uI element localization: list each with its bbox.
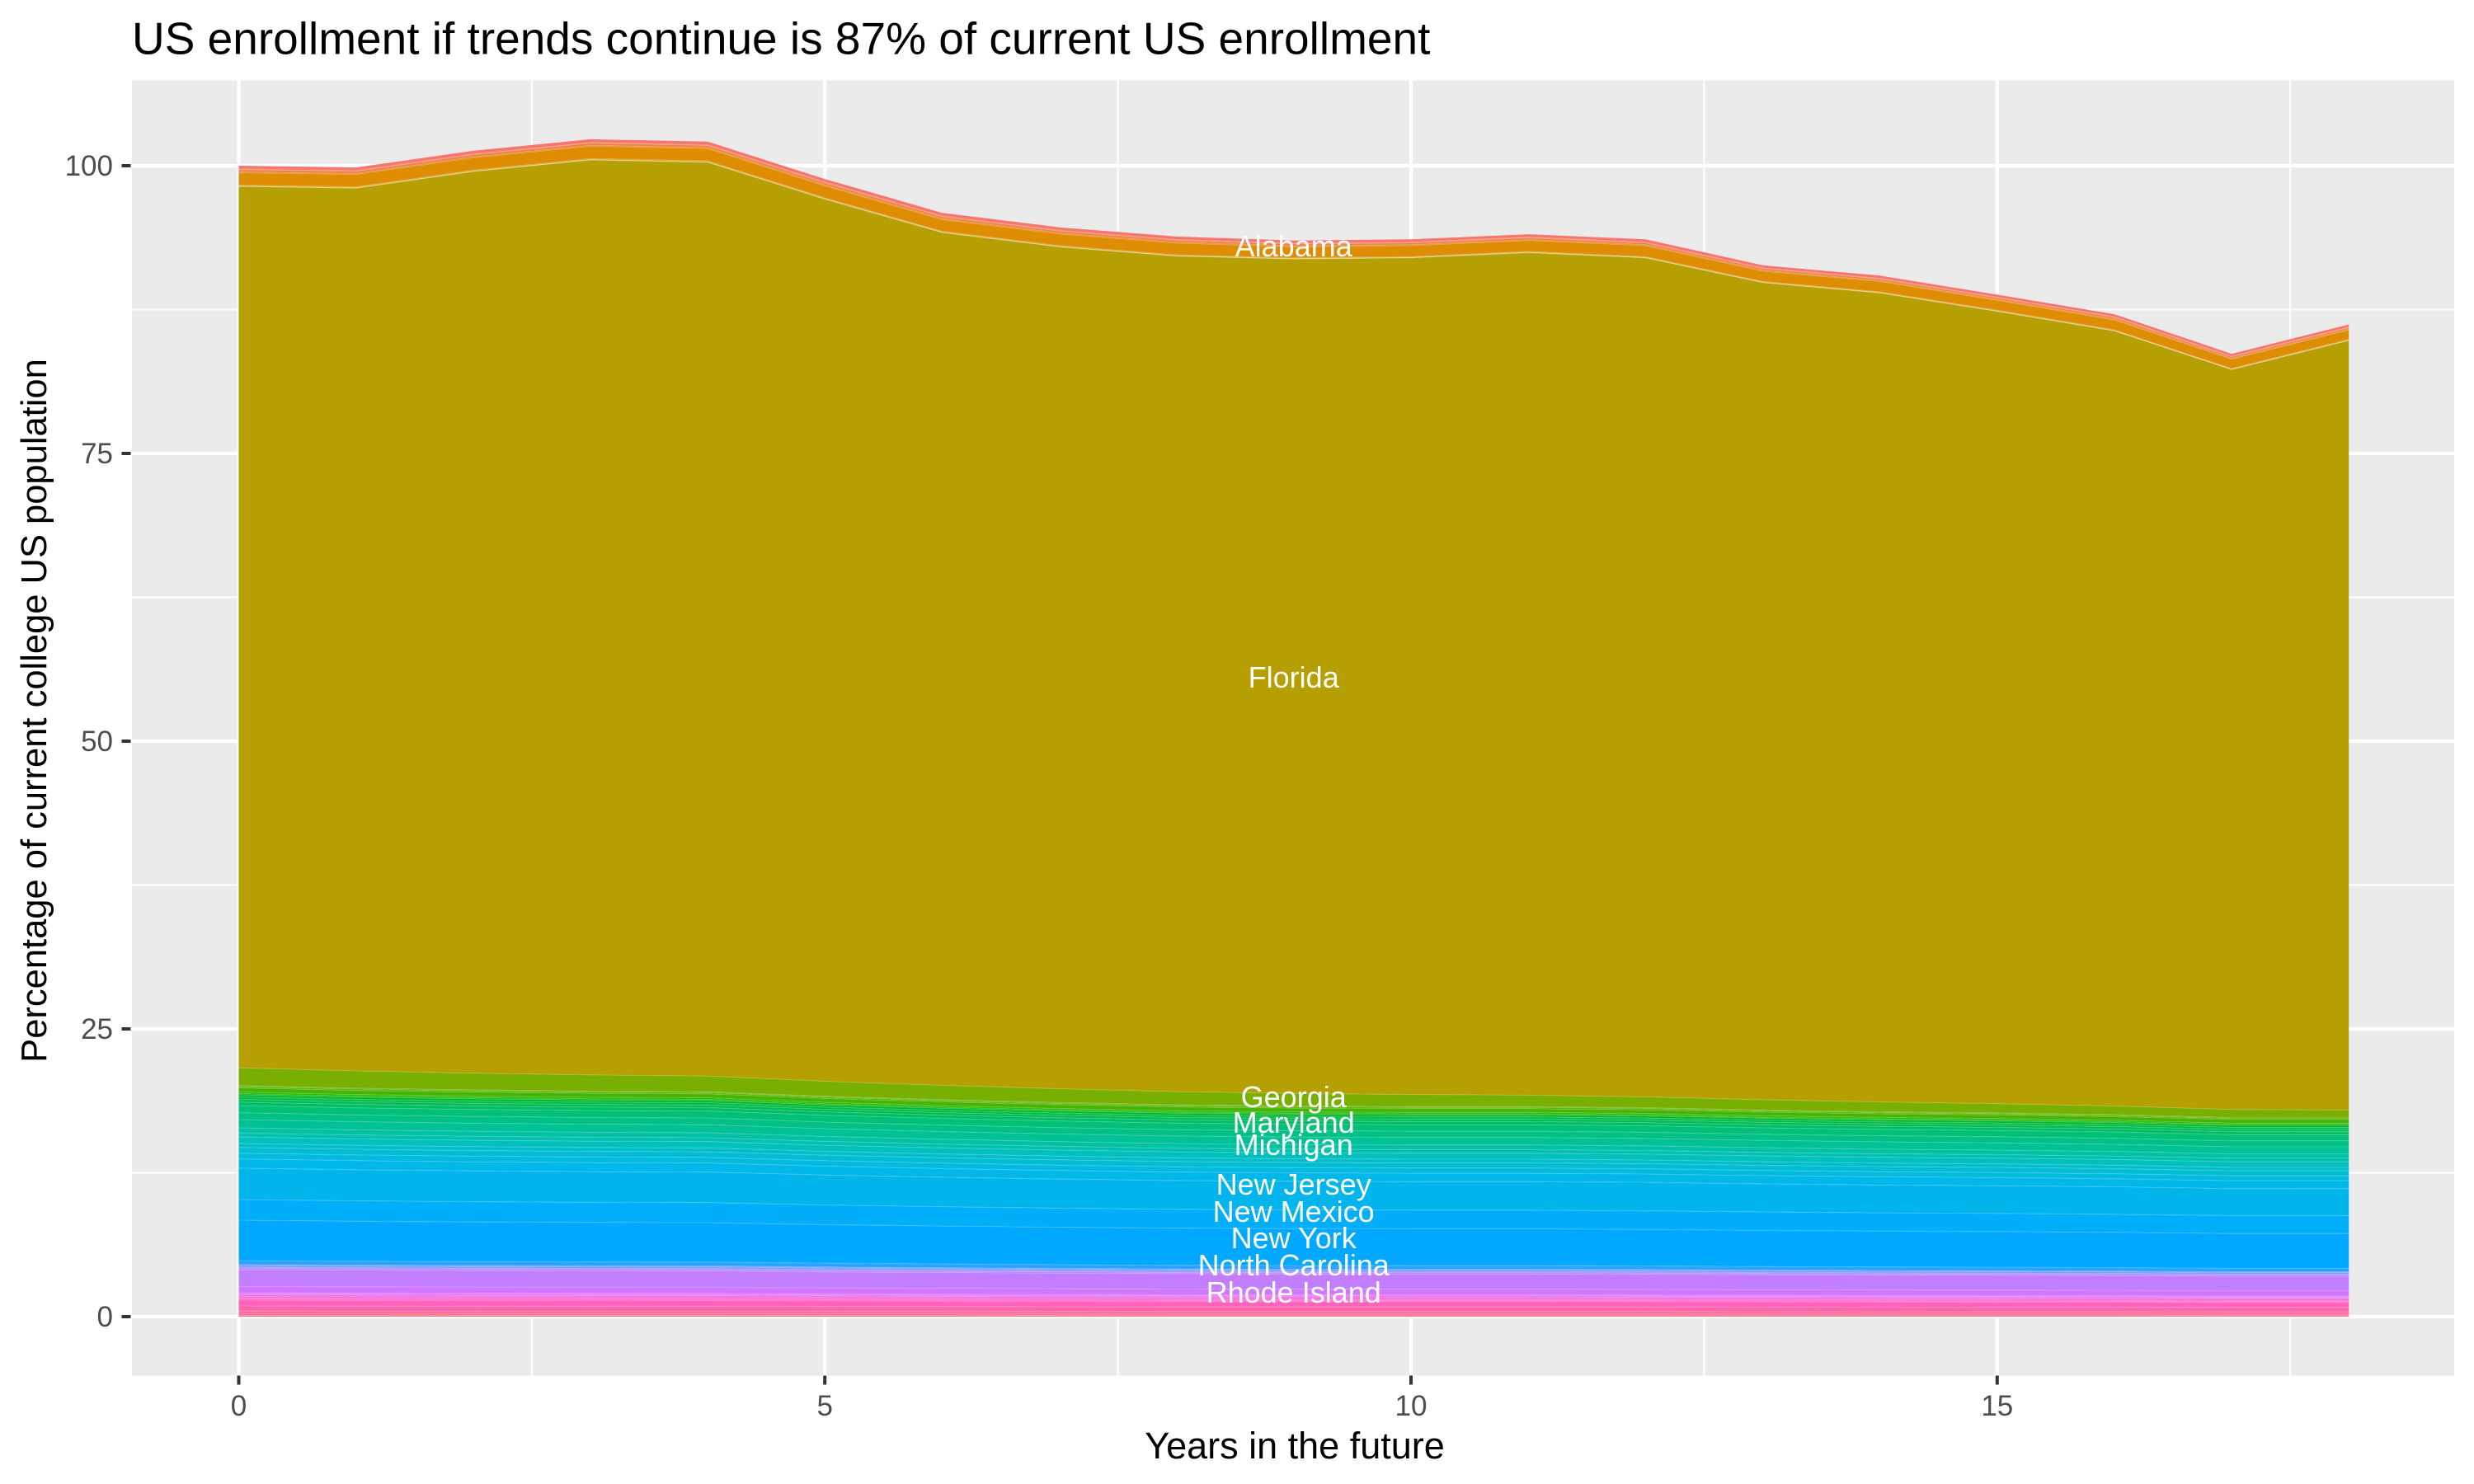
- svg-text:New Jersey: New Jersey: [1216, 1167, 1371, 1201]
- svg-text:Years in the future: Years in the future: [1145, 1425, 1445, 1467]
- svg-text:Rhode Island: Rhode Island: [1206, 1275, 1381, 1309]
- svg-text:Maryland: Maryland: [1233, 1106, 1355, 1139]
- svg-text:10: 10: [1395, 1390, 1427, 1422]
- svg-text:0: 0: [231, 1390, 247, 1422]
- svg-text:5: 5: [816, 1390, 832, 1422]
- svg-text:New York: New York: [1231, 1221, 1357, 1255]
- svg-text:75: 75: [81, 438, 113, 470]
- svg-text:New Mexico: New Mexico: [1213, 1195, 1375, 1228]
- svg-text:25: 25: [81, 1013, 113, 1045]
- svg-text:Florida: Florida: [1249, 660, 1340, 694]
- svg-text:Michigan: Michigan: [1235, 1128, 1353, 1162]
- svg-text:Alabama: Alabama: [1235, 229, 1353, 263]
- svg-text:100: 100: [65, 150, 113, 182]
- svg-text:Percentage of current college: Percentage of current college US populat…: [15, 359, 54, 1063]
- svg-text:North Carolina: North Carolina: [1198, 1248, 1390, 1282]
- svg-text:50: 50: [81, 726, 113, 758]
- svg-text:Georgia: Georgia: [1241, 1080, 1348, 1114]
- svg-text:15: 15: [1981, 1390, 2013, 1422]
- svg-text:US enrollment if trends contin: US enrollment if trends continue is 87% …: [132, 13, 1430, 64]
- svg-text:0: 0: [97, 1301, 113, 1333]
